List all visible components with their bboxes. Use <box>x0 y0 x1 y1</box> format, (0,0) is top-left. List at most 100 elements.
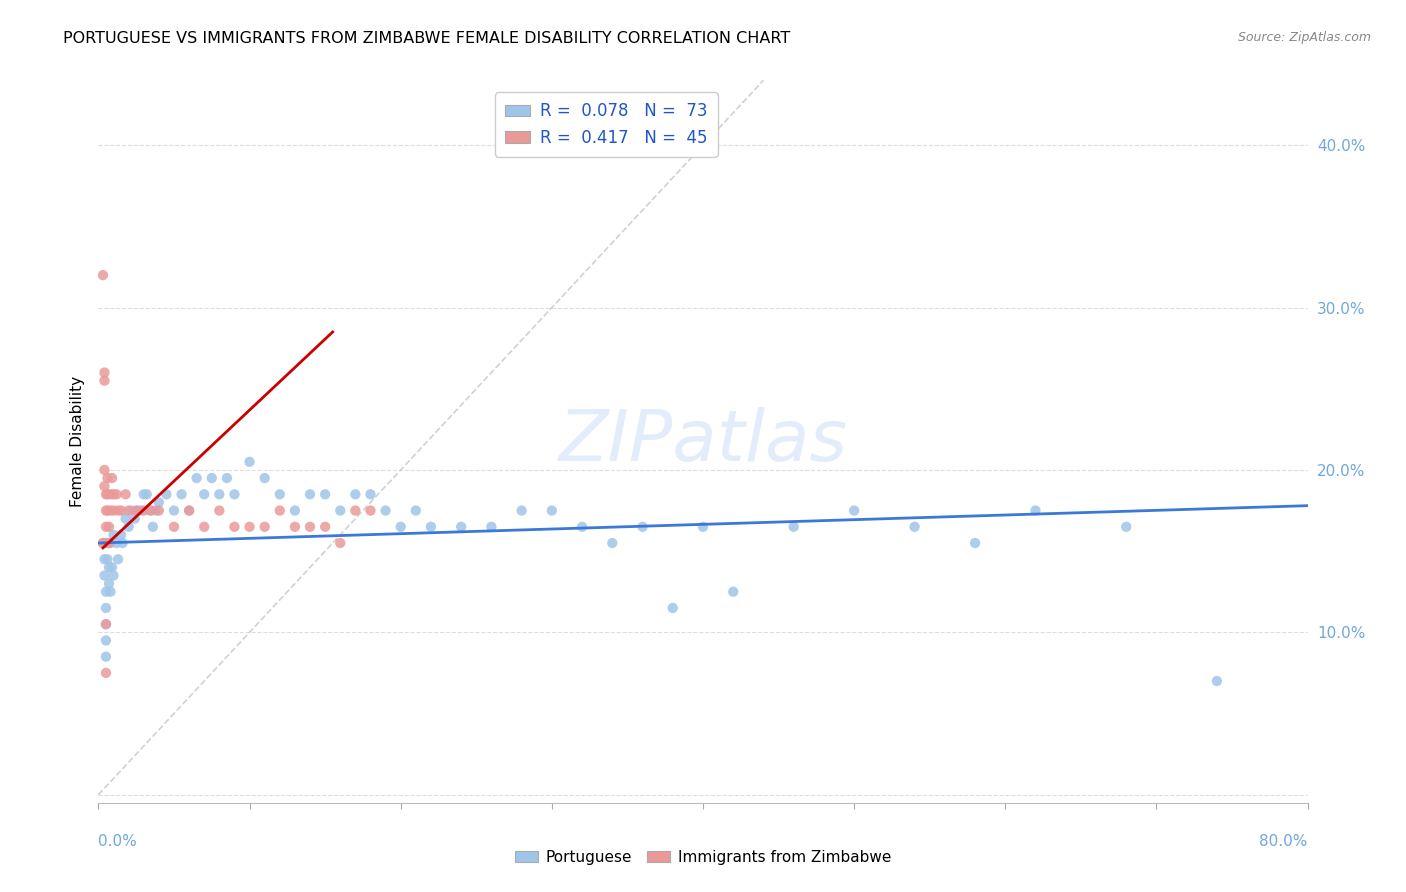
Point <box>783 520 806 534</box>
Point <box>269 503 291 517</box>
Point <box>139 503 162 517</box>
Point <box>94 520 117 534</box>
Point <box>405 503 427 517</box>
Point <box>101 471 124 485</box>
Point <box>114 487 136 501</box>
Point <box>163 520 186 534</box>
Point <box>284 520 307 534</box>
Point <box>94 536 117 550</box>
Point <box>163 503 186 517</box>
Point <box>129 503 152 517</box>
Point <box>93 568 115 582</box>
Point <box>91 536 114 550</box>
Point <box>602 536 624 550</box>
Point <box>145 503 167 517</box>
Point <box>360 503 382 517</box>
Text: 80.0%: 80.0% <box>1260 833 1308 848</box>
Point <box>224 487 246 501</box>
Point <box>540 503 562 517</box>
Point <box>94 617 117 632</box>
Point <box>103 528 125 542</box>
Point <box>148 503 170 517</box>
Point <box>107 503 129 517</box>
Point <box>127 503 149 517</box>
Point <box>103 503 125 517</box>
Point <box>93 463 115 477</box>
Point <box>124 511 146 525</box>
Point <box>186 471 208 485</box>
Point <box>224 520 246 534</box>
Point <box>103 568 125 582</box>
Point <box>107 552 129 566</box>
Point <box>239 520 262 534</box>
Point <box>135 487 157 501</box>
Point <box>420 520 443 534</box>
Point <box>179 503 201 517</box>
Y-axis label: Female Disability: Female Disability <box>69 376 84 508</box>
Point <box>314 520 336 534</box>
Point <box>284 503 307 517</box>
Point <box>110 503 132 517</box>
Point <box>360 487 382 501</box>
Point <box>844 503 866 517</box>
Point <box>91 268 114 282</box>
Point <box>142 520 165 534</box>
Point <box>155 487 177 501</box>
Point <box>114 511 136 525</box>
Point <box>96 487 118 501</box>
Point <box>661 601 683 615</box>
Legend: Portuguese, Immigrants from Zimbabwe: Portuguese, Immigrants from Zimbabwe <box>509 844 897 871</box>
Point <box>374 503 396 517</box>
Point <box>215 471 238 485</box>
Point <box>94 487 117 501</box>
Legend: R =  0.078   N =  73, R =  0.417   N =  45: R = 0.078 N = 73, R = 0.417 N = 45 <box>495 92 717 157</box>
Point <box>692 520 714 534</box>
Point <box>96 503 118 517</box>
Point <box>100 584 122 599</box>
Point <box>1115 520 1137 534</box>
Point <box>94 617 117 632</box>
Text: 0.0%: 0.0% <box>98 833 138 848</box>
Point <box>118 520 141 534</box>
Point <box>94 584 117 599</box>
Point <box>98 576 121 591</box>
Point <box>93 479 115 493</box>
Point <box>193 487 215 501</box>
Point <box>148 495 170 509</box>
Point <box>299 520 322 534</box>
Point <box>121 503 143 517</box>
Point <box>98 520 121 534</box>
Point <box>94 665 117 680</box>
Point <box>201 471 224 485</box>
Point <box>91 536 114 550</box>
Point <box>94 601 117 615</box>
Text: Source: ZipAtlas.com: Source: ZipAtlas.com <box>1237 31 1371 45</box>
Point <box>111 536 134 550</box>
Point <box>1206 673 1229 688</box>
Point <box>571 520 593 534</box>
Point <box>344 503 367 517</box>
Point <box>1024 503 1046 517</box>
Point <box>94 633 117 648</box>
Point <box>105 536 128 550</box>
Point <box>389 520 412 534</box>
Point <box>96 536 118 550</box>
Point <box>481 520 503 534</box>
Point <box>100 536 122 550</box>
Point <box>105 487 128 501</box>
Point <box>96 552 118 566</box>
Point <box>450 520 472 534</box>
Point <box>170 487 193 501</box>
Point <box>93 366 115 380</box>
Point <box>299 487 322 501</box>
Point <box>179 503 201 517</box>
Point <box>100 503 122 517</box>
Point <box>253 471 276 485</box>
Point <box>253 520 276 534</box>
Point <box>100 487 122 501</box>
Point <box>96 471 118 485</box>
Point <box>269 487 291 501</box>
Point <box>723 584 745 599</box>
Point <box>132 487 155 501</box>
Point <box>94 649 117 664</box>
